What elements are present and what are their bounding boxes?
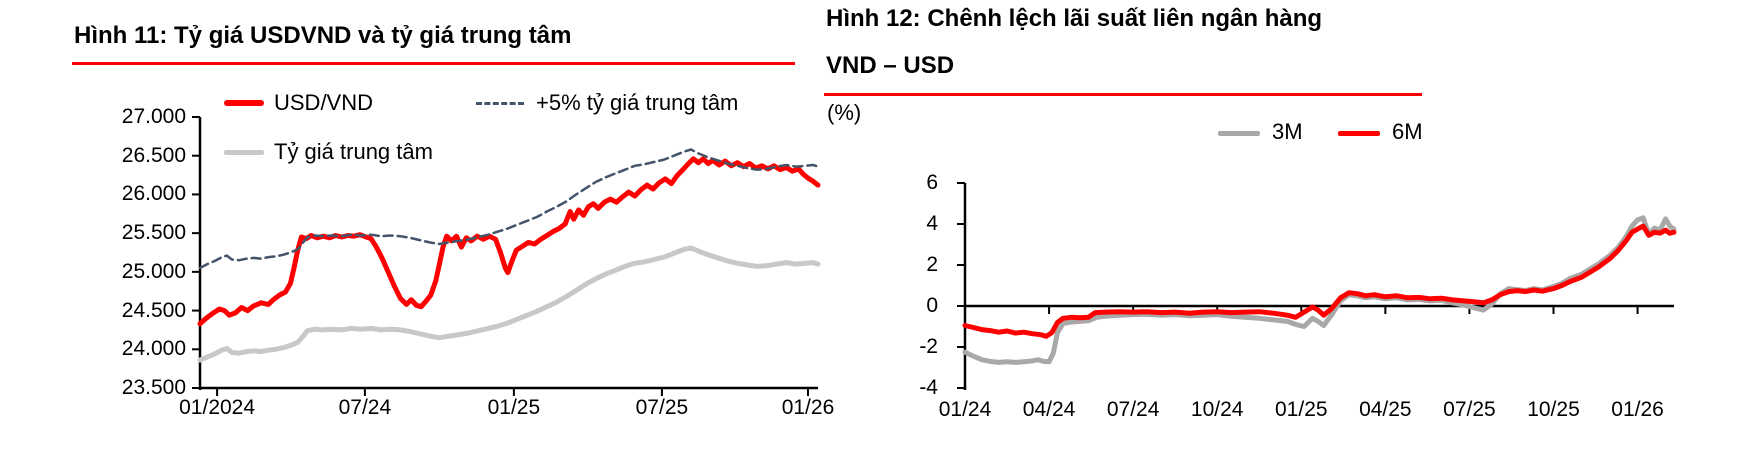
usdvnd-line-swatch [224,100,264,106]
6m-legend-label: 6M [1392,119,1423,144]
plus5-line-swatch [476,102,524,105]
series-line--5-t-gi-trung-t-m [198,148,820,270]
x-axis-tick-label: 07/25 [635,396,689,419]
x-axis-tick-label: 01/24 [938,398,992,421]
left-title-underline [72,62,795,65]
left-chart-title: Hình 11: Tỷ giá USDVND và tỷ giá trung t… [74,22,572,49]
x-axis-tick-label: 07/24 [1106,398,1160,421]
x-axis-tick-label: 01/2024 [179,396,256,419]
x-axis-tick-label: 10/25 [1527,398,1580,421]
y-axis-tick-label: 27.000 [121,105,186,128]
x-axis-tick-label: 04/24 [1022,398,1076,421]
y-axis-tick-label: 25.000 [121,259,186,283]
series-line-6m [962,223,1677,339]
y-axis-tick-label: 23.500 [121,376,186,399]
usdvnd-legend-label: USD/VND [274,90,374,115]
y-axis-tick-label: -4 [919,376,938,399]
y-axis-tick-label: 26.500 [121,143,186,167]
y-axis-tick-label: 4 [926,212,938,235]
x-axis-tick-label: 07/25 [1443,398,1496,421]
6m-line-swatch [1338,131,1380,136]
x-axis-tick-label: 01/26 [781,396,835,419]
series-line-3m [962,215,1677,365]
y-axis-tick-label: -2 [919,335,938,358]
y-axis-tick-label: 6 [926,171,938,194]
x-axis-tick-label: 07/24 [338,396,392,419]
right-chart-title-line2: VND – USD [826,52,955,79]
y-axis-tick-label: 25.500 [121,221,186,245]
y-axis-tick-label: 24.000 [121,337,186,361]
right-title-underline [824,93,1422,96]
series-line-t-gi-trung-t-m [197,245,821,363]
y-axis-tick-label: 2 [926,253,938,276]
3m-line-swatch [1218,131,1260,136]
y-axis-tick-label: 24.500 [121,298,186,322]
central-rate-legend-label: Tỷ giá trung tâm [274,139,433,164]
plus5-legend-label: +5% tỷ giá trung tâm [536,90,739,115]
central-rate-line-swatch [224,150,264,155]
percent-unit-label: (%) [827,100,862,125]
y-axis-tick-label: 0 [926,294,938,317]
x-axis-tick-label: 01/26 [1611,398,1664,421]
x-axis-tick-label: 04/25 [1359,398,1412,421]
3m-legend-label: 3M [1272,119,1303,144]
y-axis-tick-label: 26.000 [121,182,186,206]
x-axis-tick-label: 01/25 [1275,398,1328,421]
series-line-usd-vnd [197,156,821,327]
x-axis-tick-label: 01/25 [487,396,541,419]
right-chart-title-line1: Hình 12: Chênh lệch lãi suất liên ngân h… [826,5,1323,32]
x-axis-tick-label: 10/24 [1190,398,1244,421]
